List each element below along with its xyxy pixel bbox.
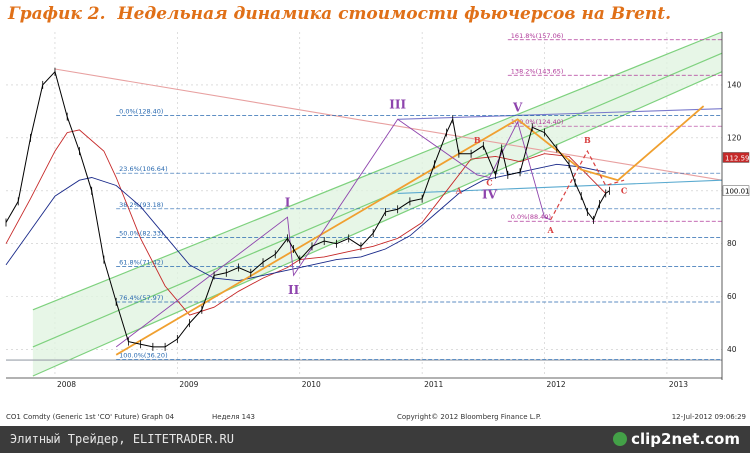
y-tick-label: 80	[727, 239, 737, 248]
projection-path	[550, 149, 625, 221]
fib-label: 0.0%(128.40)	[119, 108, 163, 116]
wave-label: B	[584, 135, 591, 145]
fib-label: 138.2%(143.65)	[511, 67, 564, 75]
wave-label: I	[285, 196, 291, 210]
wave-label: V	[512, 100, 523, 114]
wave-label: C	[486, 177, 492, 187]
footer-bar: Элитный Трейдер, ELITETRADER.RU clip2net…	[0, 426, 750, 453]
price-label-box	[722, 152, 750, 163]
wave-label: II	[288, 283, 300, 297]
wave-label: C	[621, 185, 627, 195]
channel-fill	[32, 32, 722, 376]
fib-label: 161.8%(157.06)	[511, 32, 564, 40]
y-tick-label: 120	[727, 133, 742, 142]
page-title: График 2. Недельная динамика стоимости фь…	[8, 4, 748, 30]
title-prefix: График 2.	[8, 4, 106, 24]
info-week: Неделя 143	[212, 413, 255, 421]
clip-logo-icon	[613, 432, 628, 446]
fibonacci-levels: 0.0%(128.40) 23.6%(106.64) 38.2%(93.18) 50.…	[116, 32, 722, 360]
fib-label: 38.2%(93.18)	[119, 201, 163, 209]
x-tick-label: 2012	[547, 380, 566, 389]
wave-label: IV	[482, 188, 498, 202]
fib-label: 100.0%(124.40)	[511, 118, 564, 126]
y-tick-label: 40	[727, 345, 737, 354]
price-series	[5, 67, 610, 351]
wave-label: III	[389, 98, 406, 112]
trendline-upper-flat	[397, 108, 723, 120]
wave-label: A	[455, 185, 463, 195]
info-left: CO1 Comdty (Generic 1st 'CO' Future) Gra…	[6, 413, 175, 421]
wave-paths	[115, 105, 705, 356]
x-tick-label: 2009	[179, 380, 198, 389]
trendline-lower-flat	[397, 179, 723, 194]
x-tick-label: 2011	[424, 380, 443, 389]
wave-label: B	[474, 135, 481, 145]
channel-line	[32, 31, 723, 311]
wave-label: A	[547, 225, 555, 235]
axes: 4060801001201402008200920102011201220131…	[6, 32, 750, 389]
footer-logo: clip2net.com	[613, 430, 740, 448]
footer-caption: Элитный Трейдер, ELITETRADER.RU	[10, 432, 234, 446]
fib-label: 76.4%(57.97)	[119, 294, 163, 302]
moving-averages	[5, 129, 607, 316]
trendlines	[6, 68, 723, 361]
fib-label: 0.0%(88.49)	[511, 213, 551, 221]
fib-label: 50.0%(82.33)	[119, 230, 163, 238]
price-label-box	[722, 185, 750, 196]
orange-trend-path	[115, 105, 705, 356]
x-tick-label: 2010	[302, 380, 321, 389]
info-date: 12-Jul-2012 09:06:29	[672, 413, 746, 421]
moving-average-line	[5, 129, 607, 316]
fib-label: 23.6%(106.64)	[119, 165, 167, 173]
fib-label: 61.8%(71.42)	[119, 258, 163, 266]
x-tick-label: 2008	[57, 380, 76, 389]
info-copyright: Copyright© 2012 Bloomberg Finance L.P.	[397, 413, 541, 421]
wave-zigzag	[115, 118, 551, 348]
brent-weekly-chart: 0.0%(128.40) 23.6%(106.64) 38.2%(93.18) 50.…	[0, 30, 750, 426]
channel-line	[32, 71, 723, 377]
trend-channel	[32, 31, 723, 377]
moving-average-line	[5, 163, 606, 282]
title-text: Недельная динамика стоимости фьючерсов н…	[117, 4, 672, 24]
y-tick-label: 60	[727, 292, 737, 301]
channel-line	[32, 52, 723, 348]
fib-label: 100.0%(36.20)	[119, 352, 167, 360]
price-label: 112.59	[725, 154, 750, 162]
price-label: 100.01	[725, 188, 750, 196]
y-tick-label: 140	[727, 80, 742, 89]
trendline-descending	[54, 68, 723, 181]
footer-logo-text: clip2net.com	[631, 430, 740, 448]
x-tick-label: 2013	[669, 380, 688, 389]
